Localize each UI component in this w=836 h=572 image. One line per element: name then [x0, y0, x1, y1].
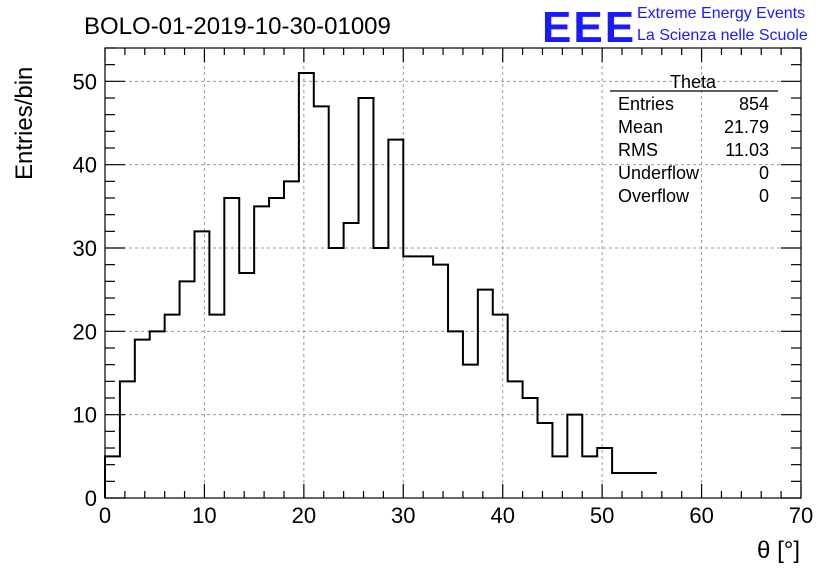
chart-title: BOLO-01-2019-10-30-01009 — [84, 13, 391, 40]
logo-mark: EEE — [542, 3, 636, 52]
stats-label: Entries — [618, 94, 674, 114]
y-tick-label: 10 — [73, 403, 97, 428]
y-tick-label: 20 — [73, 319, 97, 344]
x-tick-label: 50 — [590, 503, 614, 528]
stats-value: 0 — [759, 163, 769, 183]
stats-value: 21.79 — [724, 117, 769, 137]
histogram-outline — [104, 72, 657, 498]
eee-logo: EEE Extreme Energy Events La Scienza nel… — [542, 3, 808, 52]
x-tick-label: 0 — [99, 503, 111, 528]
y-tick-label: 0 — [85, 486, 97, 511]
grid — [105, 48, 801, 498]
y-tick-label: 30 — [73, 236, 97, 261]
stats-value: 11.03 — [725, 140, 769, 160]
x-tick-label: 20 — [292, 503, 316, 528]
x-axis-title: θ [°] — [757, 537, 800, 564]
stats-rows: Entries 854 Mean 21.79 RMS 11.03 Underflow 0 Ove… — [618, 94, 769, 206]
logo-line-2: La Scienza nelle Scuole — [637, 27, 808, 44]
x-tick-label: 10 — [192, 503, 216, 528]
stats-value: 854 — [739, 94, 769, 114]
x-tick-label: 30 — [391, 503, 415, 528]
y-tick-label: 50 — [73, 69, 97, 94]
y-tick-labels: 0 10 20 30 40 50 — [73, 69, 97, 511]
y-tick-label: 40 — [73, 153, 97, 178]
axis-ticks — [104, 47, 802, 499]
stats-label: Underflow — [618, 163, 700, 183]
stats-label: Overflow — [618, 186, 690, 206]
logo-line-1: Extreme Energy Events — [637, 5, 805, 22]
stats-label: RMS — [618, 140, 658, 160]
stats-box: Theta Entries 854 Mean 21.79 RMS 11.03 Underfl… — [610, 72, 778, 206]
x-tick-labels: 0 10 20 30 40 50 60 70 — [99, 503, 813, 528]
x-tick-label: 40 — [490, 503, 514, 528]
stats-label: Mean — [618, 117, 663, 137]
stats-title: Theta — [670, 72, 717, 92]
x-tick-label: 60 — [689, 503, 713, 528]
x-tick-label: 70 — [789, 503, 813, 528]
stats-value: 0 — [759, 186, 769, 206]
plot-frame — [104, 47, 802, 499]
y-axis-title: Entries/bin — [11, 67, 38, 180]
